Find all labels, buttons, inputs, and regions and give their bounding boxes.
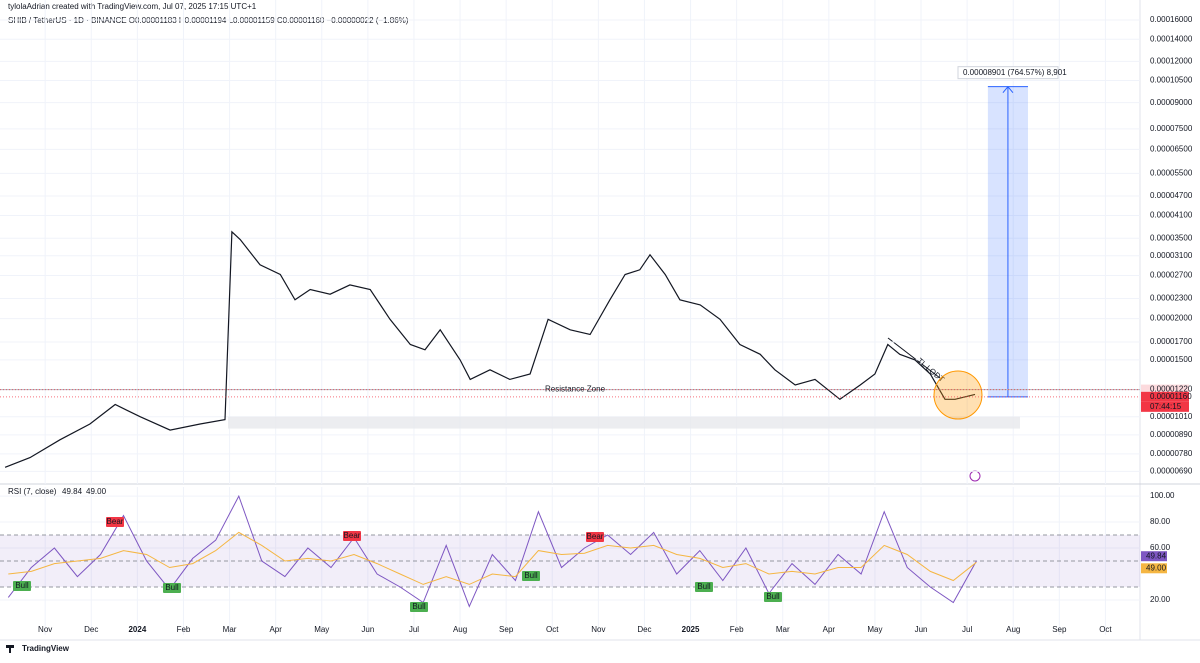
brand-logo: [6, 645, 14, 653]
y-tick-label: 0.00002700: [1150, 271, 1193, 280]
countdown-badge: [1141, 401, 1189, 412]
signal-box: [695, 582, 713, 592]
rsi-badge: [1141, 551, 1167, 562]
rsi-title: RSI (7, close): [8, 487, 57, 496]
y-tick-label: 0.00000890: [1150, 430, 1193, 439]
x-tick-label: Mar: [776, 625, 790, 634]
x-tick-label: Jun: [915, 625, 928, 634]
y-tick-label: 0.00001010: [1150, 412, 1193, 421]
signal-box: [343, 531, 361, 541]
x-tick-label: Jun: [361, 625, 374, 634]
price-badge: [1141, 391, 1189, 402]
price-line: [4, 230, 976, 468]
signal-box: [522, 571, 540, 581]
rsi-badge: [1141, 563, 1167, 574]
y-tick-label: 0.00002300: [1150, 294, 1193, 303]
highlight-circle: [933, 370, 983, 420]
signal-label: Bull: [15, 581, 29, 590]
rsi-badge-label: 49.84: [1146, 551, 1167, 560]
x-tick-label: Oct: [546, 625, 559, 634]
x-tick-label: Apr: [269, 625, 282, 634]
x-tick-label: May: [867, 625, 882, 634]
x-tick-label: May: [314, 625, 329, 634]
y-tick-label: 0.00000780: [1150, 449, 1193, 458]
signal-box: [106, 517, 124, 527]
signal-label: Bear: [344, 531, 361, 540]
x-tick-label: Sep: [1052, 625, 1067, 634]
x-tick-label: Aug: [453, 625, 467, 634]
x-tick-label: Sep: [499, 625, 514, 634]
signal-box: [764, 592, 782, 602]
x-tick-label: 2025: [682, 625, 700, 634]
price-badge-label: 0.00001220: [1150, 385, 1193, 394]
projection-label-box: [957, 66, 1059, 80]
projection-label: 0.00008901 (764.57%) 8,901: [963, 68, 1067, 77]
rsi-badge-label: 49.00: [1146, 563, 1167, 572]
y-tick-label: 100.00: [1150, 491, 1175, 500]
y-tick-label: 0.00003100: [1150, 251, 1193, 260]
signal-label: Bull: [165, 583, 179, 592]
trendline: [887, 337, 941, 379]
signal-label: Bull: [766, 592, 780, 601]
y-tick-label: 0.00001500: [1150, 355, 1193, 364]
signal-label: Bull: [697, 582, 711, 591]
x-tick-label: Dec: [637, 625, 651, 634]
signal-box: [410, 602, 428, 612]
price-badge-label: 0.00001160: [1150, 392, 1192, 401]
y-tick-label: 0.00016000: [1150, 15, 1193, 24]
y-tick-label: 20.00: [1150, 595, 1171, 604]
y-tick-label: 80.00: [1150, 517, 1171, 526]
signal-box: [586, 532, 604, 542]
y-tick-label: 0.00006500: [1150, 144, 1193, 153]
symbol-line: SHIB / TetherUS · 1D · BINANCE O0.000011…: [8, 16, 409, 25]
x-tick-label: 2024: [128, 625, 146, 634]
x-tick-label: Aug: [1006, 625, 1020, 634]
support-zone: [228, 416, 1020, 429]
x-tick-label: Jul: [962, 625, 972, 634]
y-tick-label: 0.00004100: [1150, 211, 1193, 220]
y-tick-label: 0.00005500: [1150, 168, 1193, 177]
y-tick-label: 0.00002000: [1150, 314, 1193, 323]
signal-box: [13, 581, 31, 591]
x-tick-label: Apr: [823, 625, 836, 634]
y-tick-label: 0.00000690: [1150, 467, 1193, 476]
rsi-line: [8, 531, 977, 585]
x-tick-label: Jul: [409, 625, 419, 634]
y-tick-label: 0.00009000: [1150, 98, 1193, 107]
brand: TradingView: [22, 644, 70, 653]
price-badge: [1141, 384, 1189, 395]
y-tick-label: 0.00014000: [1150, 34, 1193, 43]
y-tick-label: 0.00001700: [1150, 337, 1193, 346]
x-tick-label: Oct: [1099, 625, 1112, 634]
signal-label: Bull: [524, 571, 538, 580]
y-tick-label: 0.00007500: [1150, 124, 1193, 133]
y-tick-label: 0.00003500: [1150, 233, 1193, 242]
x-tick-label: Nov: [591, 625, 605, 634]
author-line: tylolaAdrian created with TradingView.co…: [8, 2, 257, 11]
signal-label: Bear: [107, 517, 124, 526]
y-tick-label: 0.00010500: [1150, 76, 1193, 85]
x-tick-label: Dec: [84, 625, 98, 634]
y-tick-label: 0.00004700: [1150, 191, 1193, 200]
y-tick-label: 60.00: [1150, 543, 1171, 552]
x-tick-label: Nov: [38, 625, 52, 634]
x-tick-label: Feb: [730, 625, 744, 634]
rsi-legend-value: 49.84: [62, 487, 83, 496]
signal-label: Bear: [587, 532, 604, 541]
x-tick-label: Feb: [177, 625, 191, 634]
x-tick-label: Mar: [223, 625, 237, 634]
resistance-label: Resistance Zone: [545, 385, 606, 394]
countdown: 07:44:15: [1150, 402, 1182, 411]
rsi-legend-value: 49.00: [86, 487, 107, 496]
signal-box: [163, 583, 181, 593]
signal-label: Bull: [412, 602, 426, 611]
y-tick-label: 0.00012000: [1150, 56, 1193, 65]
